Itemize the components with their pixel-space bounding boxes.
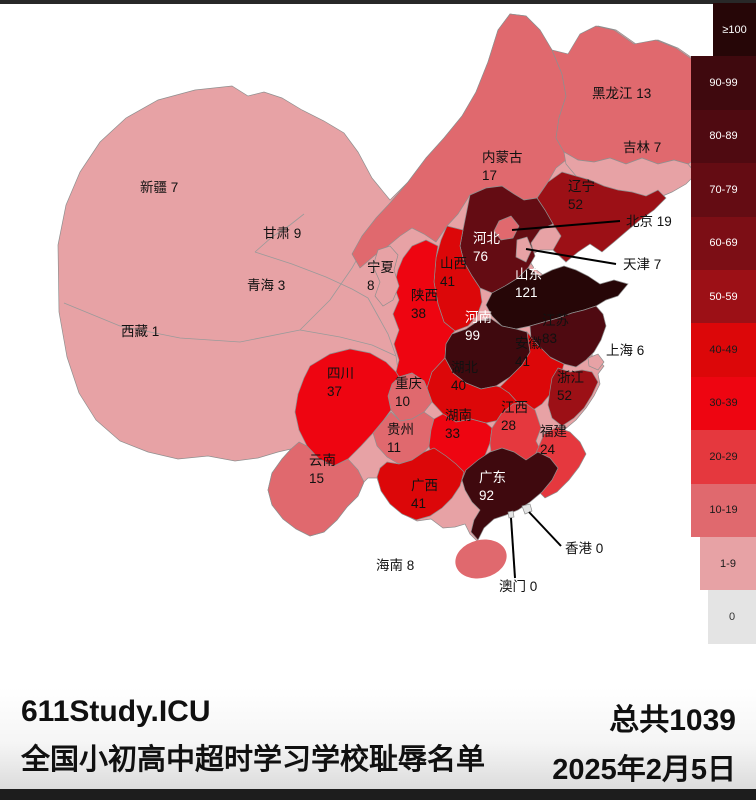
province-label: 40 bbox=[451, 378, 466, 393]
beijing-callout-line bbox=[511, 220, 621, 231]
province-label: 41 bbox=[411, 496, 426, 511]
legend-item-50-59: 50-59 bbox=[691, 270, 756, 324]
province-label: 41 bbox=[440, 274, 455, 289]
province-label: 湖南 bbox=[445, 408, 472, 423]
province-label: 15 bbox=[309, 471, 324, 486]
province-label: 52 bbox=[557, 388, 572, 403]
province-liaoning bbox=[536, 171, 667, 263]
province-label: 广西 bbox=[411, 478, 438, 493]
site-title: 611Study.ICU bbox=[21, 695, 211, 728]
province-label: 河南 bbox=[465, 310, 492, 325]
legend-item-0: 0 bbox=[708, 590, 756, 644]
china-choropleth-map: 新疆 7 甘肃 9 青海 3 西藏 1 黑龙江 13 吉林 7 上海 6 海南 8 内蒙古 17 辽… bbox=[57, 13, 719, 594]
province-label: 浙江 bbox=[557, 370, 584, 385]
province-label: 52 bbox=[568, 197, 583, 212]
province-label: 吉林 7 bbox=[623, 140, 661, 155]
province-label: 福建 bbox=[540, 424, 567, 439]
province-label: 83 bbox=[542, 331, 557, 346]
province-label: 新疆 7 bbox=[140, 180, 178, 195]
province-label: 安徽 bbox=[515, 336, 543, 351]
legend-item-70-79: 70-79 bbox=[691, 163, 756, 217]
province-label: 河北 bbox=[473, 231, 500, 246]
province-label: 江西 bbox=[501, 400, 528, 415]
province-hongkong bbox=[521, 503, 533, 515]
map-subtitle: 全国小初高中超时学习学校耻辱名单 bbox=[21, 744, 486, 776]
province-hainan bbox=[455, 539, 507, 579]
legend-item-30-39: 30-39 bbox=[691, 376, 756, 431]
province-label: 24 bbox=[540, 442, 556, 457]
province-label: 四川 bbox=[327, 366, 354, 381]
legend-item-60-69: 60-69 bbox=[691, 216, 756, 270]
province-label: 陕西 bbox=[411, 288, 438, 303]
province-label: 青海 3 bbox=[247, 278, 285, 293]
province-ningxia bbox=[372, 245, 400, 307]
province-label: 38 bbox=[411, 306, 426, 321]
legend-item-90-99: 90-99 bbox=[691, 56, 756, 110]
province-label: 121 bbox=[515, 285, 538, 300]
province-shanghai bbox=[587, 353, 605, 371]
border-qinghai-xizang bbox=[299, 329, 397, 357]
province-label: 辽宁 bbox=[568, 178, 595, 194]
province-label: 黑龙江 13 bbox=[592, 86, 651, 101]
total-count: 总共1039 bbox=[609, 704, 736, 737]
province-label: 37 bbox=[327, 384, 342, 399]
province-label: 海南 8 bbox=[376, 558, 414, 573]
province-beijing bbox=[493, 215, 520, 241]
province-label: 云南 bbox=[309, 453, 336, 468]
legend-item-40-49: 40-49 bbox=[691, 323, 756, 377]
province-label: 17 bbox=[482, 168, 497, 183]
province-tianjin bbox=[515, 236, 533, 263]
province-label: 贵州 bbox=[387, 422, 414, 437]
border-gansu-west bbox=[254, 213, 305, 253]
province-label: 11 bbox=[387, 440, 401, 455]
top-strip bbox=[0, 0, 756, 4]
province-label: 湖北 bbox=[451, 360, 478, 375]
province-label: 99 bbox=[465, 328, 480, 343]
province-label: 天津 7 bbox=[623, 257, 661, 272]
province-label: 香港 0 bbox=[565, 541, 603, 556]
hongkong-callout-line bbox=[528, 511, 562, 547]
footer: 611Study.ICU 全国小初高中超时学习学校耻辱名单 总共1039 202… bbox=[0, 688, 756, 789]
legend-item-10-19: 10-19 bbox=[691, 483, 756, 537]
province-label: 澳门 0 bbox=[499, 579, 537, 594]
province-label: 山东 bbox=[515, 267, 542, 282]
bottom-strip bbox=[0, 789, 756, 800]
legend-item-≥100: ≥100 bbox=[713, 3, 756, 57]
border-gansu-qinghai bbox=[254, 251, 369, 299]
province-zhejiang bbox=[547, 367, 599, 427]
province-label: 33 bbox=[445, 426, 460, 441]
province-macau bbox=[507, 510, 515, 519]
province-label: 甘肃 9 bbox=[263, 226, 301, 241]
province-label: 山西 bbox=[440, 256, 467, 271]
legend-item-1-9: 1-9 bbox=[700, 537, 756, 591]
province-label: 8 bbox=[367, 278, 375, 293]
province-guangxi bbox=[376, 447, 465, 521]
legend-item-80-89: 80-89 bbox=[691, 109, 756, 164]
border-qinghai-east bbox=[367, 297, 400, 378]
province-label: 西藏 1 bbox=[121, 324, 159, 339]
province-label: 北京 19 bbox=[626, 214, 672, 229]
province-label: 41 bbox=[515, 354, 530, 369]
legend: ≥100 90-99 80-89 70-79 60-69 50-59 40-49 30-39 2… bbox=[691, 3, 756, 648]
border-xinjiang-xizang bbox=[63, 302, 301, 343]
province-label: 28 bbox=[501, 418, 516, 433]
province-label: 重庆 bbox=[395, 376, 422, 391]
tianjin-callout-line bbox=[525, 248, 617, 265]
province-label: 10 bbox=[395, 394, 410, 409]
report-date: 2025年2月5日 bbox=[552, 754, 736, 786]
province-label: 内蒙古 bbox=[482, 150, 523, 165]
province-label: 宁夏 bbox=[367, 259, 394, 275]
province-label: 江苏 bbox=[542, 313, 569, 328]
province-label: 广东 bbox=[479, 470, 506, 485]
province-label: 上海 6 bbox=[606, 343, 644, 358]
province-yunnan bbox=[267, 441, 365, 537]
province-label: 92 bbox=[479, 488, 494, 503]
province-label: 76 bbox=[473, 249, 488, 264]
legend-item-20-29: 20-29 bbox=[691, 430, 756, 484]
macau-callout-line bbox=[510, 517, 516, 579]
